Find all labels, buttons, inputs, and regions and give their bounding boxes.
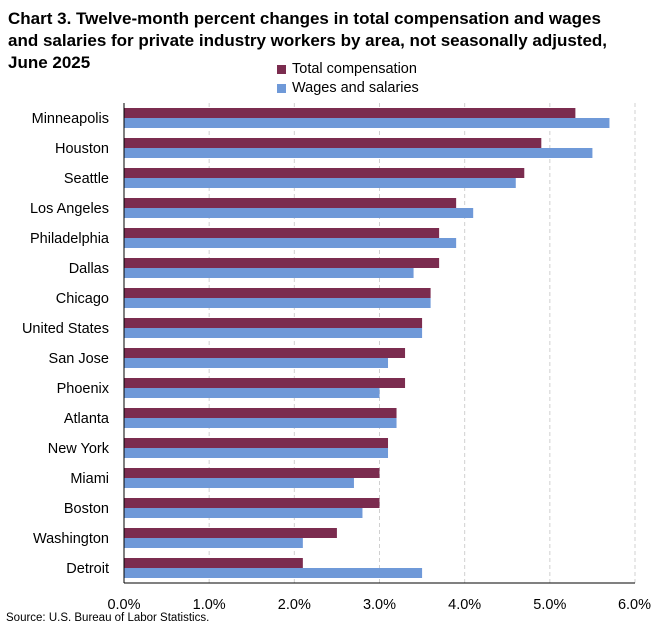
chart-title-line-2: and salaries for private industry worker…	[8, 31, 608, 50]
bar-total-compensation	[124, 258, 440, 268]
bar-wages-and-salaries	[124, 148, 593, 158]
x-tick-label: 6.0%	[618, 597, 651, 613]
category-label: Houston	[55, 141, 109, 157]
category-label: Boston	[64, 501, 109, 517]
bar-total-compensation	[124, 408, 397, 418]
bar-total-compensation	[124, 198, 457, 208]
chart-title-line-3: June 2025	[8, 53, 91, 72]
legend-label-wages-and-salaries: Wages and salaries	[292, 80, 419, 96]
chart-legend: Total compensation Wages and salaries	[277, 60, 419, 98]
bar-total-compensation	[124, 288, 431, 298]
bar-total-compensation	[124, 378, 406, 388]
x-tick-label: 1.0%	[193, 597, 226, 613]
bar-wages-and-salaries	[124, 508, 363, 518]
category-label: San Jose	[49, 351, 109, 367]
bar-total-compensation	[124, 438, 389, 448]
category-label: Detroit	[66, 561, 109, 577]
bar-wages-and-salaries	[124, 358, 389, 368]
bar-wages-and-salaries	[124, 568, 423, 578]
category-label: Philadelphia	[30, 231, 110, 247]
category-label: Chicago	[56, 291, 109, 307]
x-tick-label: 4.0%	[448, 597, 481, 613]
bar-total-compensation	[124, 528, 337, 538]
bar-total-compensation	[124, 138, 542, 148]
bar-total-compensation	[124, 228, 440, 238]
bar-total-compensation	[124, 168, 525, 178]
legend-swatch-total-compensation	[277, 65, 286, 74]
category-label: Seattle	[64, 171, 109, 187]
category-label: Minneapolis	[32, 111, 109, 127]
category-label: Phoenix	[57, 381, 110, 397]
x-tick-label: 2.0%	[278, 597, 311, 613]
category-label: Atlanta	[64, 411, 110, 427]
bar-wages-and-salaries	[124, 328, 423, 338]
legend-swatch-wages-and-salaries	[277, 84, 286, 93]
bar-wages-and-salaries	[124, 538, 303, 548]
x-tick-label: 3.0%	[363, 597, 396, 613]
bar-wages-and-salaries	[124, 268, 414, 278]
legend-item-total-compensation: Total compensation	[277, 60, 419, 79]
chart-title-line-1: Chart 3. Twelve-month percent changes in…	[8, 9, 601, 28]
bar-wages-and-salaries	[124, 448, 389, 458]
legend-item-wages-and-salaries: Wages and salaries	[277, 79, 419, 98]
bar-total-compensation	[124, 498, 380, 508]
category-label: Los Angeles	[30, 201, 109, 217]
bar-total-compensation	[124, 348, 406, 358]
bar-total-compensation	[124, 468, 380, 478]
x-tick-label: 0.0%	[107, 597, 140, 613]
category-label: United States	[22, 321, 109, 337]
bar-wages-and-salaries	[124, 238, 457, 248]
bar-wages-and-salaries	[124, 208, 474, 218]
bar-wages-and-salaries	[124, 388, 380, 398]
category-label: New York	[48, 441, 110, 457]
category-label: Dallas	[69, 261, 109, 277]
bar-wages-and-salaries	[124, 178, 516, 188]
bar-wages-and-salaries	[124, 298, 431, 308]
category-label: Washington	[33, 531, 109, 547]
category-label: Miami	[70, 471, 109, 487]
legend-label-total-compensation: Total compensation	[292, 61, 417, 77]
bar-total-compensation	[124, 318, 423, 328]
source-note: Source: U.S. Bureau of Labor Statistics.	[6, 612, 210, 624]
bar-wages-and-salaries	[124, 118, 610, 128]
bar-wages-and-salaries	[124, 418, 397, 428]
bar-total-compensation	[124, 558, 303, 568]
bar-total-compensation	[124, 108, 576, 118]
bar-wages-and-salaries	[124, 478, 354, 488]
chart-title: Chart 3. Twelve-month percent changes in…	[8, 8, 658, 74]
x-tick-label: 5.0%	[533, 597, 566, 613]
